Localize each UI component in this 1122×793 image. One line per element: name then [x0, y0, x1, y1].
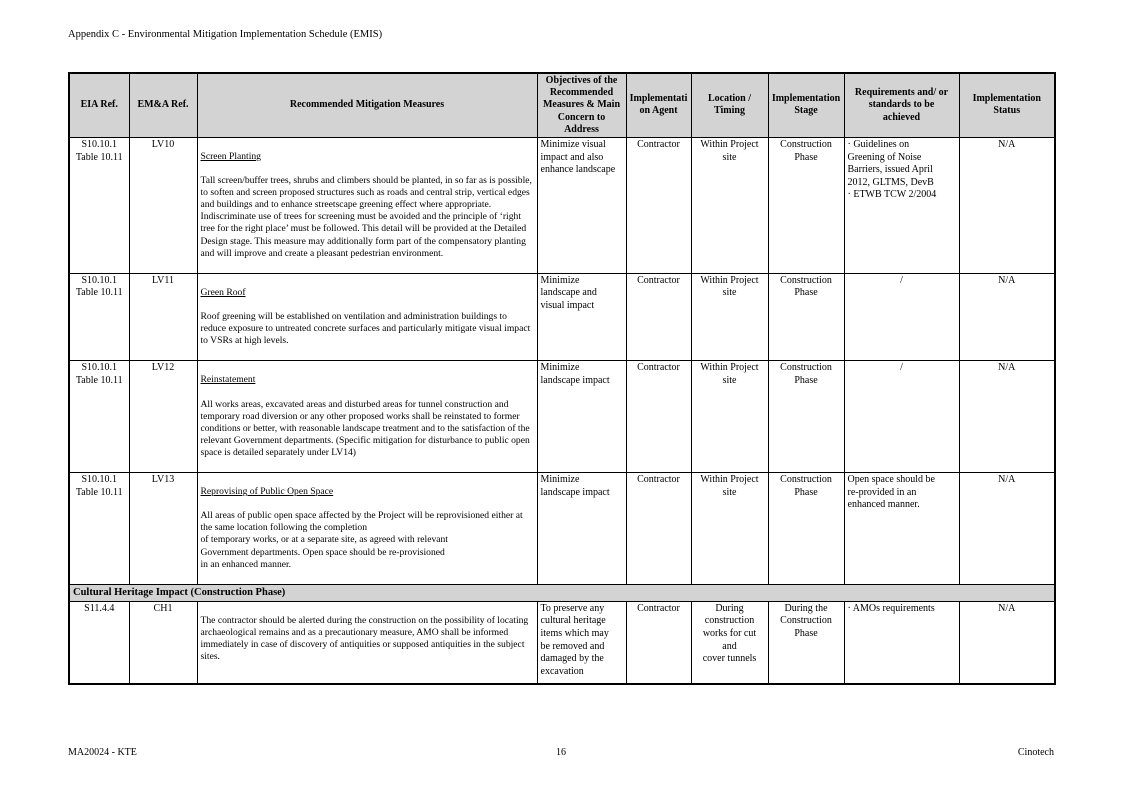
- measure-body: All works areas, excavated areas and dis…: [200, 398, 530, 458]
- cell-agent: Contractor: [625, 272, 692, 362]
- cell-objectives: Minimize visual impact and also enhance …: [536, 136, 627, 274]
- cell-stage: Construction Phase: [767, 360, 845, 474]
- measure-title: Reprovising of Public Open Space: [200, 486, 334, 498]
- cell-status: N/A: [958, 600, 1056, 685]
- cell-objectives: To preserve any cultural heritage items …: [536, 600, 627, 685]
- cell-measures: Screen Planting Tall screen/buffer trees…: [196, 136, 538, 274]
- cell-requirements: · AMOs requirements: [843, 600, 960, 685]
- table-header-row: EIA Ref. EM&A Ref. Recommended Mitigatio…: [68, 72, 1056, 138]
- table-row: S10.10.1 Table 10.11 LV12 Reinstatement …: [68, 360, 1056, 474]
- cell-location: Within Project site: [690, 136, 769, 274]
- table-row: S10.10.1 Table 10.11 LV13 Reprovising of…: [68, 472, 1056, 585]
- cell-stage: Construction Phase: [767, 136, 845, 274]
- measure-title: Green Roof: [200, 286, 246, 298]
- page-title: Appendix C - Environmental Mitigation Im…: [68, 29, 383, 40]
- column-header-measures: Recommended Mitigation Measures: [196, 72, 538, 138]
- cell-agent: Contractor: [625, 136, 692, 274]
- emis-table: EIA Ref. EM&A Ref. Recommended Mitigatio…: [68, 72, 1056, 686]
- table-row: S10.10.1 Table 10.11 LV10 Screen Plantin…: [68, 136, 1056, 274]
- cell-location: During construction works for cut and co…: [690, 600, 769, 685]
- table-row: S10.10.1 Table 10.11 LV11 Green Roof Roo…: [68, 272, 1056, 362]
- cell-status: N/A: [958, 272, 1056, 362]
- cell-location: Within Project site: [690, 472, 769, 585]
- cell-agent: Contractor: [625, 600, 692, 685]
- measure-title: Screen Planting: [200, 151, 261, 163]
- measure-body: All areas of public open space affected …: [200, 510, 523, 570]
- cell-location: Within Project site: [690, 272, 769, 362]
- cell-ema-ref: LV11: [128, 272, 198, 362]
- cell-ema-ref: LV10: [128, 136, 198, 274]
- cell-ema-ref: LV13: [128, 472, 198, 585]
- footer-project-ref: MA20024 - KTE: [68, 747, 137, 758]
- cell-eia-ref: S11.4.4: [68, 600, 130, 685]
- column-header-status: Implementation Status: [958, 72, 1056, 138]
- measure-body: Tall screen/buffer trees, shrubs and cli…: [200, 175, 532, 259]
- cell-requirements: /: [843, 272, 960, 362]
- measure-body: Roof greening will be established on ven…: [200, 311, 531, 347]
- cell-stage: During the Construction Phase: [767, 600, 845, 685]
- cell-objectives: Minimize landscape and visual impact: [536, 272, 627, 362]
- footer-company-name: Cinotech: [1017, 747, 1054, 758]
- section-header-label: Cultural Heritage Impact (Construction P…: [68, 583, 1056, 602]
- cell-measures: Reprovising of Public Open Space All are…: [196, 472, 538, 585]
- cell-status: N/A: [958, 472, 1056, 585]
- cell-agent: Contractor: [625, 472, 692, 585]
- cell-measures: Green Roof Roof greening will be establi…: [196, 272, 538, 362]
- cell-requirements: /: [843, 360, 960, 474]
- cell-ema-ref: CH1: [128, 600, 198, 685]
- cell-stage: Construction Phase: [767, 272, 845, 362]
- cell-requirements: · Guidelines on Greening of Noise Barrie…: [843, 136, 960, 274]
- cell-objectives: Minimize landscape impact: [536, 472, 627, 585]
- table-row: S11.4.4 CH1 The contractor should be ale…: [68, 600, 1056, 685]
- cell-eia-ref: S10.10.1 Table 10.11: [68, 360, 130, 474]
- cell-measures: The contractor should be alerted during …: [196, 600, 538, 685]
- column-header-location: Location / Timing: [690, 72, 769, 138]
- cell-requirements: Open space should be re-provided in an e…: [843, 472, 960, 585]
- measure-title: Reinstatement: [200, 374, 256, 386]
- section-header-row: Cultural Heritage Impact (Construction P…: [68, 583, 1056, 602]
- column-header-agent: Implementati on Agent: [625, 72, 692, 138]
- measure-body: The contractor should be alerted during …: [200, 614, 529, 663]
- cell-status: N/A: [958, 360, 1056, 474]
- cell-agent: Contractor: [625, 360, 692, 474]
- cell-objectives: Minimize landscape impact: [536, 360, 627, 474]
- column-header-objectives: Objectives of the Recommended Measures &…: [536, 72, 627, 138]
- cell-stage: Construction Phase: [767, 472, 845, 585]
- cell-status: N/A: [958, 136, 1056, 274]
- cell-eia-ref: S10.10.1 Table 10.11: [68, 136, 130, 274]
- cell-location: Within Project site: [690, 360, 769, 474]
- cell-eia-ref: S10.10.1 Table 10.11: [68, 472, 130, 585]
- cell-measures: Reinstatement All works areas, excavated…: [196, 360, 538, 474]
- cell-eia-ref: S10.10.1 Table 10.11: [68, 272, 130, 362]
- column-header-stage: Implementation Stage: [767, 72, 845, 138]
- cell-ema-ref: LV12: [128, 360, 198, 474]
- footer-page-number: 16: [556, 747, 566, 758]
- column-header-eia-ref: EIA Ref.: [68, 72, 130, 138]
- column-header-ema-ref: EM&A Ref.: [128, 72, 198, 138]
- column-header-requirements: Requirements and/ or standards to be ach…: [843, 72, 960, 138]
